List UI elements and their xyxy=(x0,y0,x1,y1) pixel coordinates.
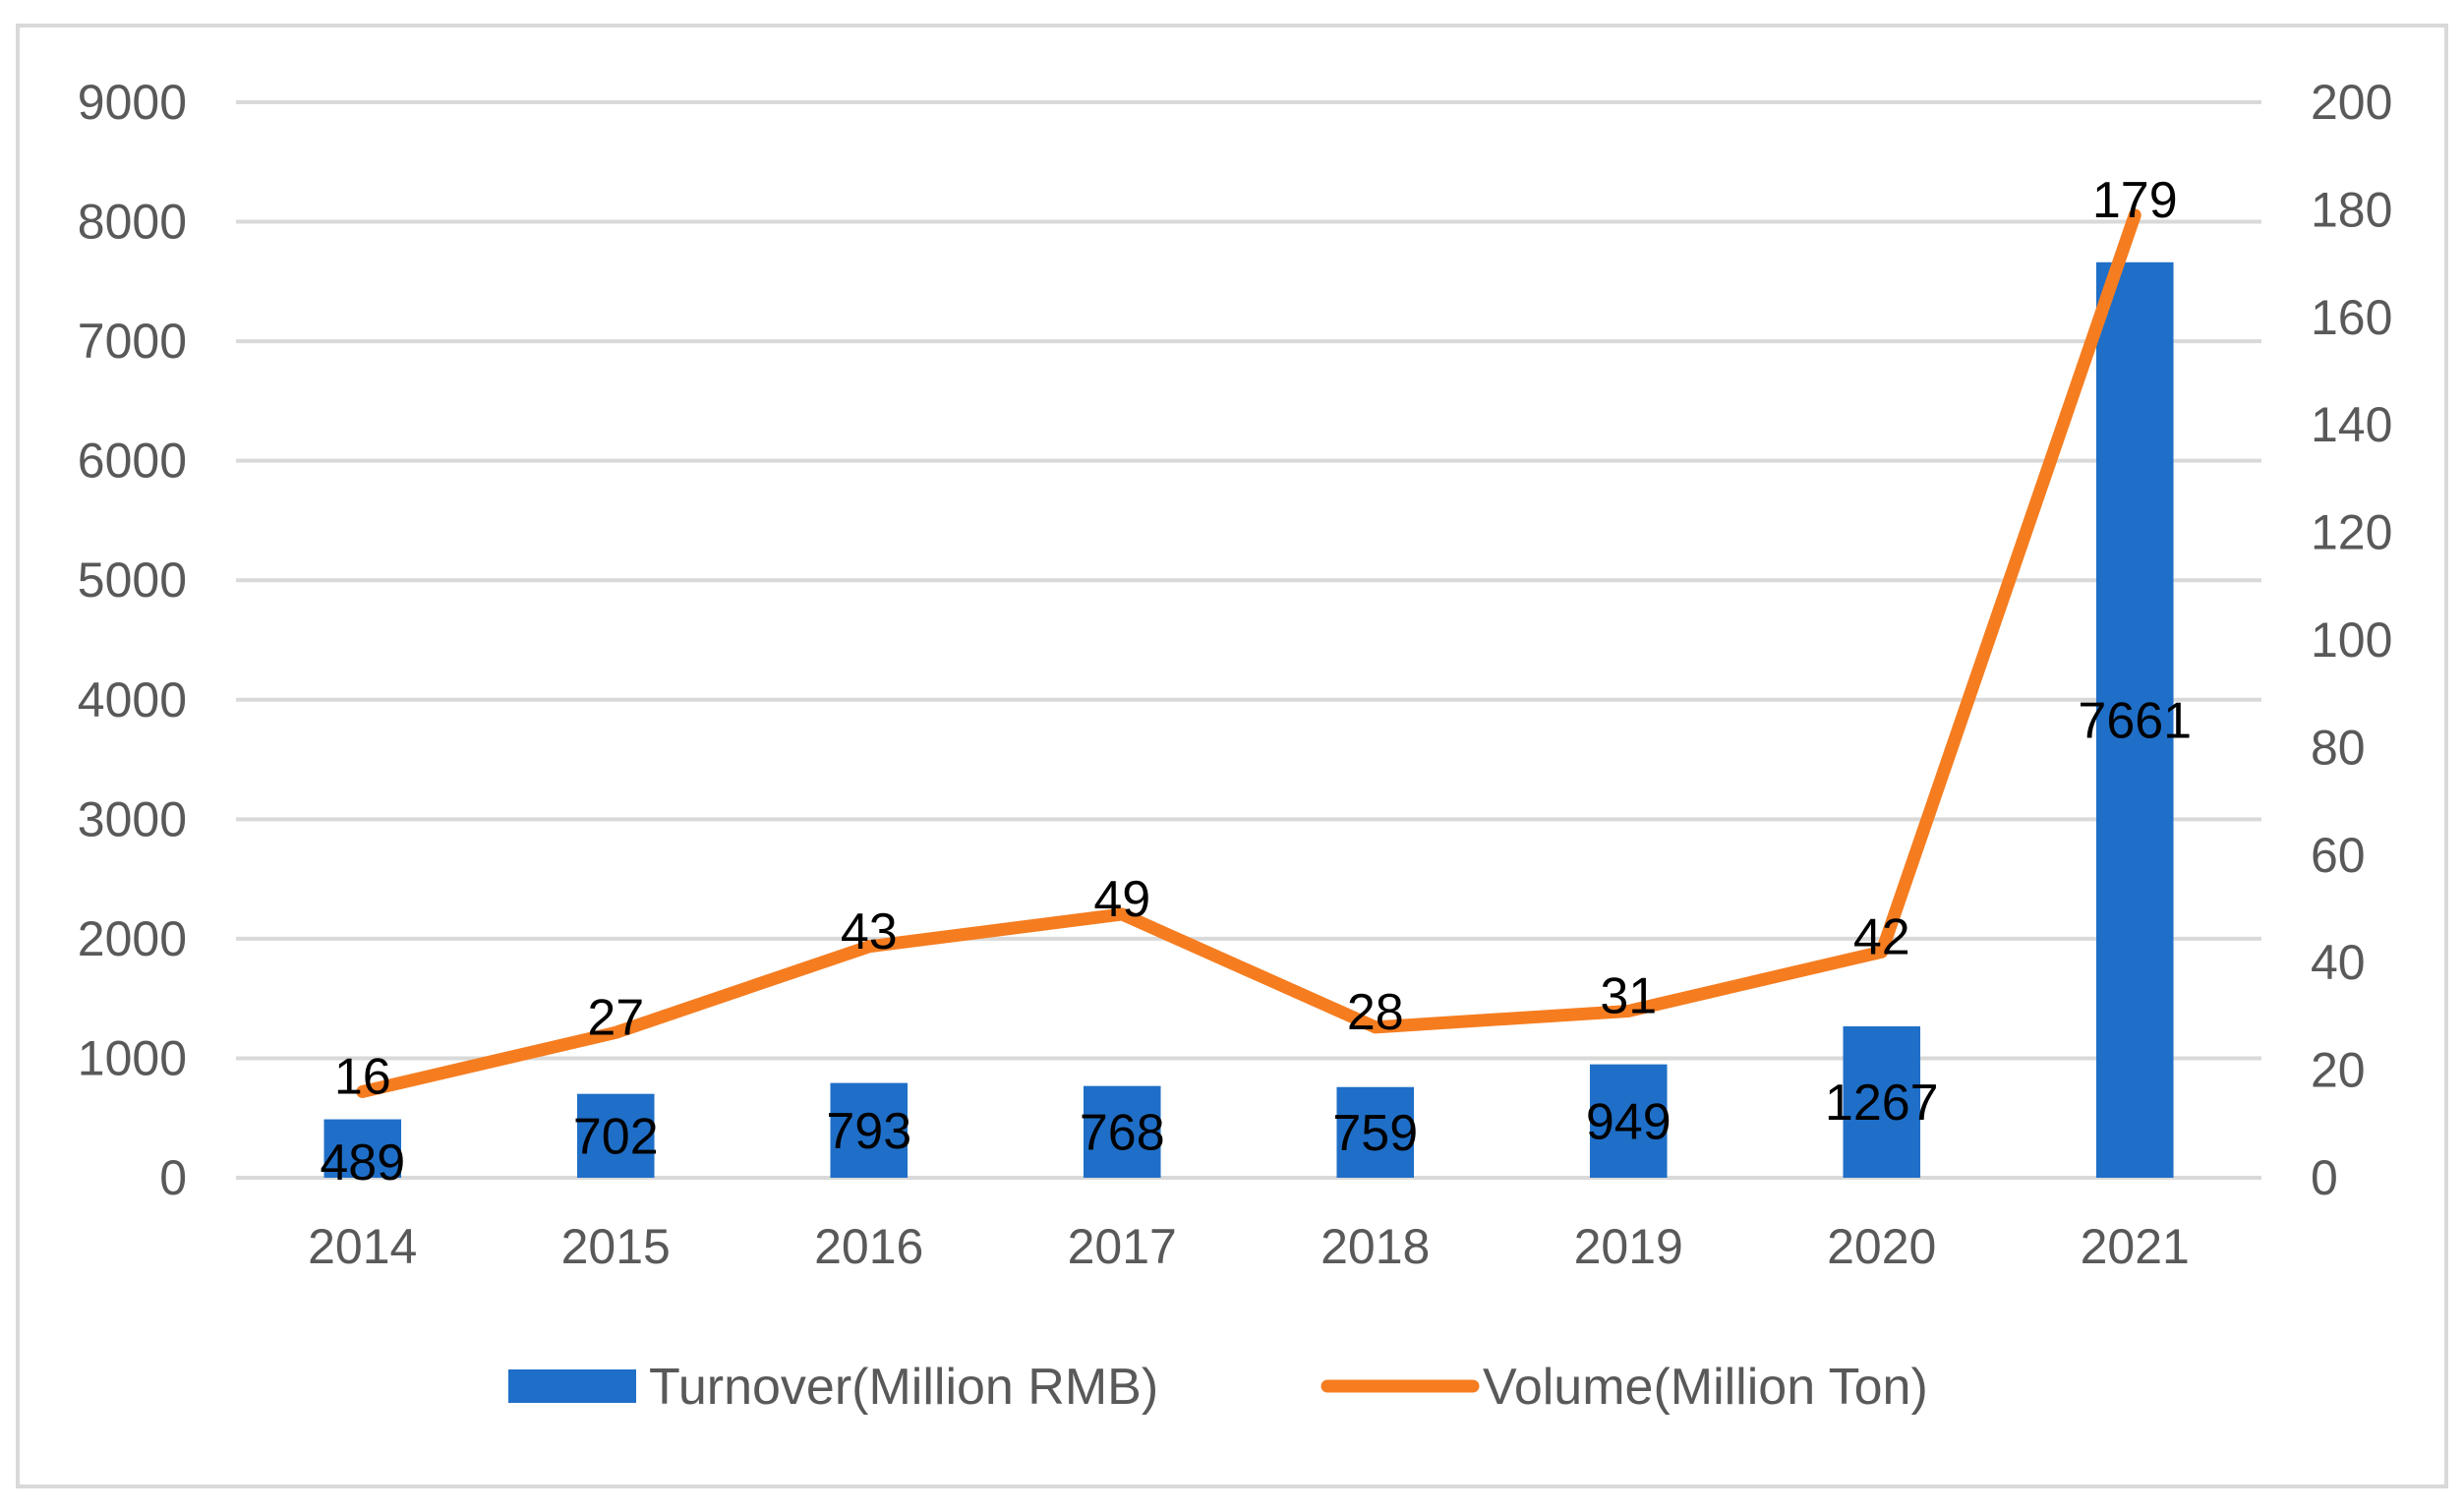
bar-data-label: 768 xyxy=(1080,1104,1165,1161)
y-right-tick-label: 140 xyxy=(2311,397,2392,452)
x-tick-label: 2018 xyxy=(1320,1219,1430,1274)
y-left-tick-label: 4000 xyxy=(78,672,187,727)
x-tick-label: 2021 xyxy=(2081,1219,2190,1274)
y-left-tick-label: 2000 xyxy=(78,911,187,966)
x-tick-label: 2017 xyxy=(1068,1219,1177,1274)
x-tick-label: 2015 xyxy=(561,1219,671,1274)
y-left-tick-label: 0 xyxy=(159,1150,187,1205)
y-axis-left: 0 1000 2000 3000 4000 5000 6000 7000 8000 9000 xyxy=(78,75,187,1205)
bar xyxy=(576,1093,655,1178)
x-tick-label: 2019 xyxy=(1574,1219,1683,1274)
legend: Turnover(Million RMB) Volume(Million Ton… xyxy=(508,1359,1928,1416)
bar-data-label: 1267 xyxy=(1825,1075,1939,1132)
line-data-label: 27 xyxy=(587,989,644,1046)
y-right-tick-label: 160 xyxy=(2311,290,2392,345)
x-tick-label: 2014 xyxy=(308,1219,417,1274)
y-right-tick-label: 0 xyxy=(2311,1150,2338,1205)
y-left-tick-label: 3000 xyxy=(78,791,187,846)
bar xyxy=(1843,1025,1921,1178)
line-data-label: 43 xyxy=(841,903,898,960)
legend-swatch-turnover xyxy=(508,1369,636,1403)
line-data-label: 31 xyxy=(1600,967,1657,1024)
y-left-tick-label: 9000 xyxy=(78,75,187,130)
line-data-label: 16 xyxy=(334,1048,391,1105)
volume-line xyxy=(356,208,2141,1098)
x-tick-label: 2016 xyxy=(814,1219,923,1274)
bar xyxy=(2095,262,2174,1178)
y-right-tick-label: 60 xyxy=(2311,828,2366,883)
y-left-tick-label: 6000 xyxy=(78,434,187,489)
y-right-tick-label: 40 xyxy=(2311,935,2366,990)
bar-data-label: 702 xyxy=(573,1108,659,1165)
data-labels: 489 702 793 768 759 949 1267 7661 16 27 43 49 28 31 42… xyxy=(320,172,2192,1192)
bar-data-label: 759 xyxy=(1332,1105,1418,1162)
combo-chart: 0 1000 2000 3000 4000 5000 6000 7000 8000 9000 0 2… xyxy=(78,75,2393,1416)
x-axis: 2014 2015 2016 2017 2018 2019 2020 2021 xyxy=(308,1219,2190,1274)
y-axis-right: 0 20 40 60 80 100 120 140 160 180 200 xyxy=(2311,75,2392,1205)
y-right-tick-label: 200 xyxy=(2311,75,2392,130)
bar xyxy=(1083,1085,1161,1178)
chart-frame: 0 1000 2000 3000 4000 5000 6000 7000 8000 9000 0 2… xyxy=(16,24,2448,1488)
bar xyxy=(1589,1064,1668,1178)
bar-data-label: 7661 xyxy=(2078,692,2192,749)
line-data-label: 179 xyxy=(2092,172,2178,229)
legend-label-turnover: Turnover(Million RMB) xyxy=(649,1359,1158,1416)
bar-series xyxy=(323,262,2174,1178)
y-right-tick-label: 180 xyxy=(2311,182,2392,237)
y-right-tick-label: 80 xyxy=(2311,720,2366,775)
bar xyxy=(1336,1086,1415,1178)
gridlines xyxy=(236,100,2261,1180)
bar xyxy=(830,1082,909,1178)
x-tick-label: 2020 xyxy=(1827,1219,1936,1274)
y-left-tick-label: 8000 xyxy=(78,195,187,250)
bar-data-label: 949 xyxy=(1586,1093,1672,1150)
y-right-tick-label: 120 xyxy=(2311,505,2392,560)
bar xyxy=(323,1119,402,1178)
y-left-tick-label: 1000 xyxy=(78,1030,187,1085)
legend-label-volume: Volume(Million Ton) xyxy=(1483,1359,1928,1416)
y-left-tick-label: 5000 xyxy=(78,552,187,608)
bar-data-label: 793 xyxy=(826,1103,911,1160)
line-data-label: 28 xyxy=(1347,984,1404,1041)
y-right-tick-label: 100 xyxy=(2311,612,2392,668)
y-left-tick-label: 7000 xyxy=(78,314,187,369)
line-data-label: 49 xyxy=(1093,871,1150,928)
line-series xyxy=(356,208,2141,1098)
line-data-label: 42 xyxy=(1853,908,1910,965)
y-right-tick-label: 20 xyxy=(2311,1043,2366,1098)
bar-data-label: 489 xyxy=(320,1134,405,1192)
